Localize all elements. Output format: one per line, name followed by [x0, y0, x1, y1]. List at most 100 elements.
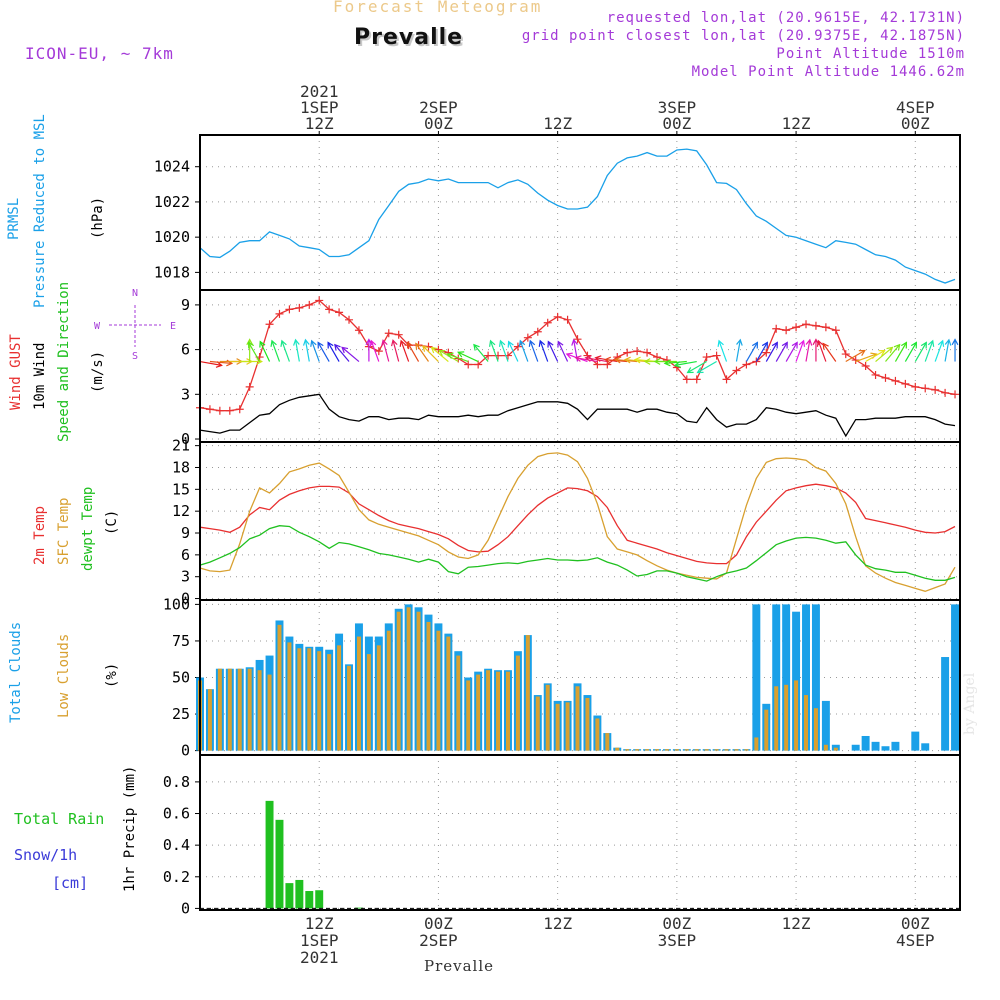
grid-point-coords: grid point closest lon,lat (20.9375E, 42… — [521, 28, 965, 44]
temp-ytick-label: 12 — [172, 502, 190, 520]
gust-marker — [722, 375, 731, 384]
low-cloud-bar — [297, 648, 302, 751]
wind-arrow-head — [259, 340, 266, 348]
low-cloud-bar — [267, 674, 272, 751]
bottom-time-label: 12Z — [543, 914, 572, 933]
low-cloud-bar — [486, 670, 491, 751]
wind-arrow-head — [406, 341, 413, 349]
gust-marker — [533, 327, 542, 336]
wind-arrow-head — [390, 339, 398, 347]
wind-ytick-label: 0 — [181, 430, 190, 448]
bottom-time-label: 3SEP — [658, 931, 697, 950]
low-cloud-bar — [615, 747, 620, 751]
low-cloud-bar — [744, 749, 749, 751]
bottom-time-label: 4SEP — [896, 931, 935, 950]
bottom-time-label: 2SEP — [419, 931, 458, 950]
gust-marker — [434, 345, 443, 354]
low-cloud-bar — [595, 718, 600, 751]
wind-arrow-head — [270, 339, 277, 347]
low-cloud-bar — [764, 709, 769, 751]
wind-arrow-head — [951, 338, 959, 346]
low-cloud-bar — [704, 749, 709, 751]
temp-ytick-label: 9 — [181, 524, 190, 542]
pressure-panel-frame — [199, 134, 961, 291]
low-cloud-bar — [426, 621, 431, 751]
total-cloud-bar — [821, 700, 830, 751]
wind-arrow-head — [886, 346, 894, 354]
wind-direction-arrow — [735, 339, 741, 362]
total-cloud-bar — [951, 604, 960, 751]
precip-ytick-label: 0.2 — [163, 868, 190, 886]
gust-marker — [702, 353, 711, 362]
total-cloud-bar — [752, 604, 761, 751]
gust-marker — [901, 379, 910, 388]
low-cloud-bar — [456, 655, 461, 751]
temp-ytick-label: 21 — [172, 437, 190, 455]
wind-direction-arrow — [697, 361, 717, 374]
compass-s: S — [132, 351, 138, 362]
total-cloud-bar — [881, 746, 890, 751]
precip-ytick-label: 0.6 — [163, 805, 190, 823]
wind-arrow-head — [381, 339, 388, 347]
gust-marker — [861, 362, 870, 370]
low-cloud-bar — [774, 686, 779, 751]
gust-marker — [782, 326, 791, 335]
wind-arrow-head — [717, 339, 724, 347]
wind-direction-arrow — [944, 339, 950, 362]
low-cloud-bar — [366, 654, 371, 751]
wind-ytick-label: 9 — [181, 296, 190, 314]
low-cloud-bar — [525, 635, 530, 751]
wind-arrow-head — [565, 352, 573, 359]
wind-direction-arrow — [718, 340, 728, 362]
rain-bar — [315, 890, 324, 909]
wind-direction-arrow — [687, 361, 707, 374]
low-cloud-bar — [307, 648, 312, 751]
wind-arrow-head — [633, 356, 641, 364]
wind-direction-arrow — [664, 360, 687, 365]
low-cloud-bar — [446, 636, 451, 751]
wind-arrow-head — [791, 341, 798, 349]
bottom-time-label: 2021 — [300, 948, 339, 967]
wind-arrow-head — [507, 340, 514, 348]
gust-marker — [513, 342, 522, 351]
gust-marker — [831, 326, 840, 335]
top-time-label: 3SEP — [658, 98, 697, 117]
low-cloud-bar — [257, 670, 262, 751]
low-cloud-bar — [575, 686, 580, 751]
wind-arrow-head — [446, 352, 454, 359]
low-cloud-bar — [545, 684, 550, 751]
total-cloud-bar — [941, 657, 950, 751]
low-cloud-bar — [396, 611, 401, 751]
wind-arrow-head — [604, 356, 612, 364]
wind-direction-arrow — [199, 360, 222, 366]
wind-arrow-head — [653, 358, 661, 365]
pressure-ytick-label: 1024 — [154, 158, 190, 176]
wind-direction-arrow — [447, 353, 469, 363]
low-cloud-bar — [386, 630, 391, 751]
wind-arrow-head — [944, 338, 952, 346]
gust-marker — [772, 324, 781, 333]
low-cloud-bar — [227, 668, 232, 751]
bottom-time-label: 00Z — [424, 914, 453, 933]
wind-arrow-head — [771, 341, 778, 349]
wind-arrow-head — [686, 367, 694, 374]
clouds-ytick-label: 75 — [172, 632, 190, 650]
gust-marker — [315, 296, 324, 305]
total-rain-label: Total Rain — [14, 810, 105, 828]
low-cloud-bar — [655, 749, 659, 751]
gust-marker — [285, 305, 294, 314]
low-cloud-bar — [714, 749, 719, 751]
total-cloud-bar — [811, 604, 820, 751]
wind-arrow-head — [878, 349, 886, 356]
wind-direction-arrow — [415, 343, 429, 362]
wind-arrow-head — [696, 367, 704, 374]
wind-arrow-head — [457, 351, 465, 358]
wind-direction-arrow — [885, 344, 901, 362]
wind-direction-arrow — [499, 340, 509, 362]
gust-marker — [821, 323, 830, 332]
model-label: ICON-EU, ~ 7km — [25, 44, 174, 63]
gust-marker — [891, 376, 900, 385]
wind-direction-arrow — [259, 341, 271, 362]
low-cloud-bar — [784, 684, 789, 751]
wind-arrow-head — [623, 356, 631, 364]
